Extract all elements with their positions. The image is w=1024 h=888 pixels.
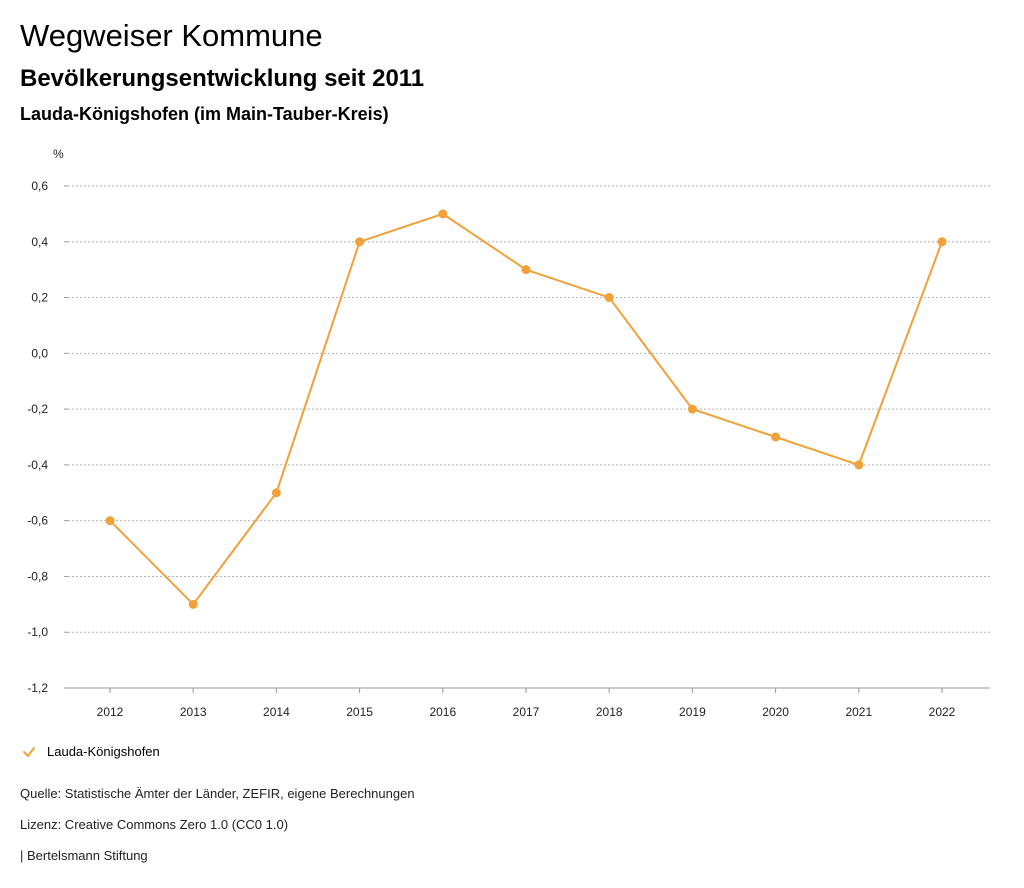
y-tick-label: 0,0 — [31, 346, 48, 360]
x-tick-label: 2014 — [263, 705, 290, 719]
license-note: Lizenz: Creative Commons Zero 1.0 (CC0 1… — [20, 817, 289, 832]
x-tick-label: 2015 — [346, 705, 373, 719]
brand-note: | Bertelsmann Stiftung — [20, 848, 148, 863]
x-tick-label: 2018 — [596, 705, 623, 719]
check-icon — [23, 746, 35, 757]
chart-subtitle: Bevölkerungsentwicklung seit 2011 — [20, 65, 425, 92]
y-tick-label: -1,2 — [27, 681, 48, 695]
y-tick-label: 0,2 — [31, 291, 48, 305]
source-note: Quelle: Statistische Ämter der Länder, Z… — [20, 786, 415, 801]
x-axis: 2012 2013 2014 2015 2016 2017 2018 2019 2020 2021… — [68, 687, 990, 719]
region-title: Lauda-Königshofen (im Main-Tauber-Kreis) — [20, 104, 389, 124]
y-tick-label: -0,8 — [27, 569, 48, 583]
data-point[interactable] — [937, 237, 947, 247]
y-tick-label: -0,4 — [27, 458, 48, 472]
y-tick-label: -0,6 — [27, 514, 48, 528]
y-tick-label: 0,4 — [31, 235, 48, 249]
data-point[interactable] — [687, 404, 697, 414]
y-tick-label: -1,0 — [27, 625, 48, 639]
y-axis-unit: % — [53, 147, 64, 161]
x-tick-label: 2020 — [762, 705, 789, 719]
data-point[interactable] — [355, 237, 365, 247]
line-chart: % 0,6 0,4 0,2 0,0 -0,2 -0,4 -0,6 -0,8 -1,0 -1,2 20… — [27, 147, 990, 719]
series-lauda-koenigshofen[interactable] — [105, 209, 947, 609]
x-tick-label: 2017 — [513, 705, 540, 719]
data-point[interactable] — [105, 516, 115, 526]
y-tick-label: -0,2 — [27, 402, 48, 416]
x-tick-label: 2021 — [845, 705, 872, 719]
x-tick-label: 2022 — [929, 705, 956, 719]
data-point[interactable] — [521, 265, 531, 275]
x-tick-label: 2016 — [429, 705, 456, 719]
y-tick-label: 0,6 — [31, 179, 48, 193]
page-title: Wegweiser Kommune — [20, 18, 323, 53]
data-point[interactable] — [604, 293, 614, 303]
y-axis: % 0,6 0,4 0,2 0,0 -0,2 -0,4 -0,6 -0,8 -1,0 -1,2 — [27, 147, 68, 695]
x-tick-label: 2019 — [679, 705, 706, 719]
data-point[interactable] — [271, 488, 281, 498]
legend-item-lauda-koenigshofen[interactable]: Lauda-Königshofen — [22, 744, 160, 759]
data-point[interactable] — [771, 432, 781, 442]
x-tick-label: 2012 — [97, 705, 124, 719]
grid-lines — [68, 185, 990, 689]
x-tick-label: 2013 — [180, 705, 207, 719]
data-point[interactable] — [854, 460, 864, 470]
legend-label: Lauda-Königshofen — [47, 744, 160, 759]
data-point[interactable] — [188, 599, 198, 609]
data-point[interactable] — [438, 209, 448, 219]
